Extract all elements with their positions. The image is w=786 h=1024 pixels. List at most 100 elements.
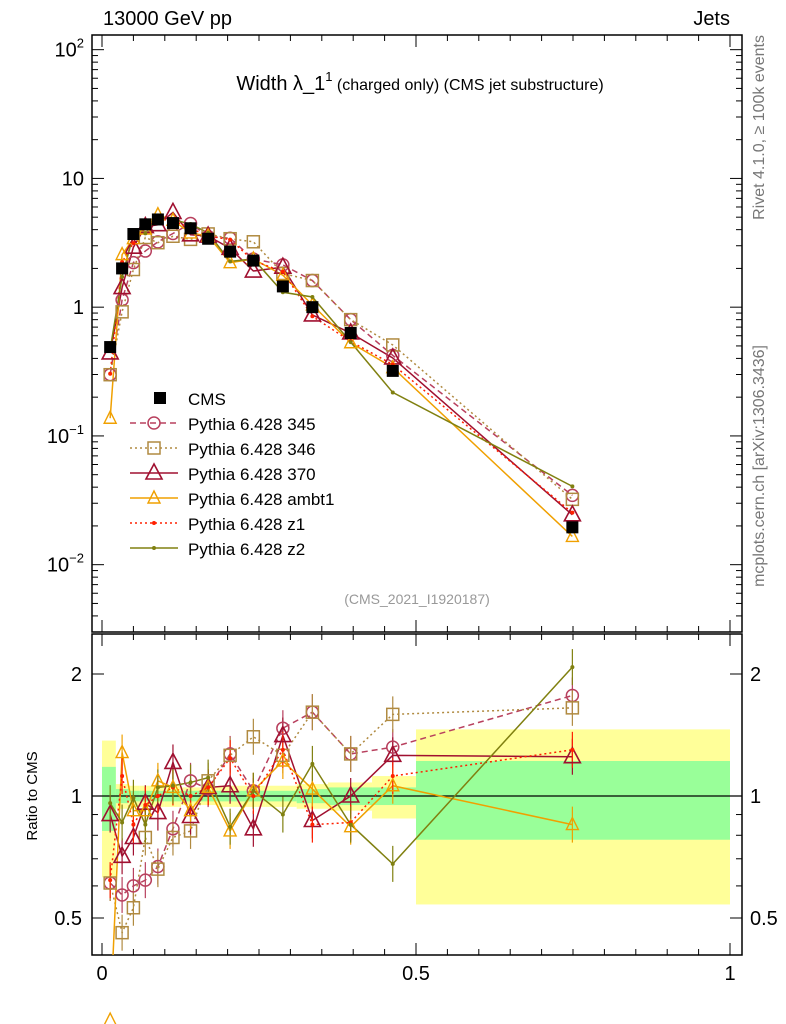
point-z2 xyxy=(390,390,395,395)
ratio-point-370 xyxy=(100,803,120,822)
ratio-point-370 xyxy=(341,785,361,803)
ratio-point-ambt1 xyxy=(200,778,216,794)
point-346 xyxy=(386,338,400,352)
ratio-y-tick-label: 1 xyxy=(71,786,82,808)
legend-label-370: Pythia 6.428 370 xyxy=(188,465,316,484)
point-370 xyxy=(303,304,322,322)
ratio-frame xyxy=(91,633,743,956)
ratio-y-label: Ratio to CMS xyxy=(24,751,41,840)
series-line-346 xyxy=(109,233,573,500)
y-tick-label: 10 xyxy=(62,168,84,190)
point-cms xyxy=(344,327,357,340)
ratio-point-346 xyxy=(166,830,180,845)
point-cms xyxy=(566,521,579,534)
ratio-point-z1 xyxy=(131,822,136,827)
ratio-point-z1 xyxy=(570,747,575,752)
ratio-point-z1 xyxy=(120,774,125,779)
point-cms xyxy=(224,245,237,258)
ratio-point-z2 xyxy=(348,822,353,827)
point-346 xyxy=(151,235,165,250)
point-z2 xyxy=(143,231,148,236)
ratio-point-345 xyxy=(386,740,400,754)
ratio-point-346 xyxy=(151,862,165,876)
ratio-y-tick-label: 2 xyxy=(71,664,82,686)
rivet-label: Rivet 4.1.0, ≥ 100k events xyxy=(751,35,768,220)
series-line-z1 xyxy=(109,218,573,514)
point-z1 xyxy=(131,241,136,246)
point-z1 xyxy=(570,510,575,515)
ratio-point-z2 xyxy=(310,761,315,766)
point-346 xyxy=(223,231,237,246)
point-ambt1 xyxy=(222,254,238,269)
legend-label-346: Pythia 6.428 346 xyxy=(188,440,316,459)
chart-title: Width λ_11 (charged only) (CMS jet subst… xyxy=(236,69,603,95)
ratio-point-345 xyxy=(138,873,153,887)
ratio-point-z2 xyxy=(206,775,211,780)
point-z2 xyxy=(570,484,575,489)
legend-marker-z1 xyxy=(152,521,156,525)
ratio-point-z1 xyxy=(251,794,256,798)
legend-marker-ambt1 xyxy=(146,489,162,504)
ratio-point-370 xyxy=(148,801,168,820)
point-ambt1 xyxy=(565,527,580,543)
y-tick-label: 102 xyxy=(55,36,84,62)
ratio-point-z2 xyxy=(390,861,395,866)
point-345 xyxy=(151,235,165,249)
ratio-point-346 xyxy=(246,730,261,744)
ratio-point-z2 xyxy=(108,801,113,806)
point-370 xyxy=(112,276,132,295)
point-370 xyxy=(244,260,263,278)
point-ambt1 xyxy=(114,246,130,261)
ratio-y-tick-label-right: 1 xyxy=(750,786,761,808)
ratio-point-370 xyxy=(124,826,143,845)
main-series xyxy=(109,211,573,537)
point-ambt1 xyxy=(103,409,118,424)
ratio-point-z1 xyxy=(206,785,211,790)
ratio-point-ambt1 xyxy=(385,777,400,792)
ratio-point-z1 xyxy=(390,774,395,779)
ratio-point-ambt1 xyxy=(165,778,181,794)
point-z1 xyxy=(280,269,285,274)
ratio-line-z1 xyxy=(109,748,573,881)
ratio-point-ambt1 xyxy=(222,822,238,837)
ratio-point-z1 xyxy=(310,822,315,827)
ratio-point-345 xyxy=(115,888,129,902)
series-line-370 xyxy=(109,211,573,516)
ratio-point-370 xyxy=(244,818,263,836)
ratio-point-ambt1 xyxy=(275,752,290,767)
ratio-point-z1 xyxy=(143,803,148,808)
point-346 xyxy=(103,367,117,382)
point-370 xyxy=(563,504,582,522)
ratio-point-z1 xyxy=(188,794,193,798)
point-345 xyxy=(138,244,153,258)
point-z2 xyxy=(310,294,315,299)
ratio-point-z1 xyxy=(228,756,233,761)
legend-marker-z2 xyxy=(152,546,156,550)
point-cms xyxy=(276,280,289,293)
header-right: Jets xyxy=(693,8,730,30)
point-ambt1 xyxy=(343,334,358,349)
point-cms xyxy=(306,301,319,314)
ratio-point-z2 xyxy=(170,783,175,788)
ratio-point-z1 xyxy=(280,747,285,752)
ratio-point-z2 xyxy=(570,665,575,670)
ratio-point-346 xyxy=(126,900,141,915)
ratio-point-z2 xyxy=(155,785,160,790)
point-346 xyxy=(246,235,261,249)
point-346 xyxy=(166,229,180,244)
ratio-point-346 xyxy=(386,707,400,722)
legend-marker-cms xyxy=(154,392,166,404)
ratio-point-345 xyxy=(166,822,180,836)
point-cms xyxy=(166,217,179,230)
ratio-point-370 xyxy=(220,775,240,793)
ratio-point-z2 xyxy=(120,820,125,825)
mcplots-label: mcplots.cern.ch [arXiv:1306.3436] xyxy=(751,345,768,587)
ratio-point-346 xyxy=(565,701,580,715)
legend-marker-345 xyxy=(147,416,161,430)
legend-label-cms: CMS xyxy=(188,390,226,409)
point-z2 xyxy=(228,259,233,264)
x-tick-label: 0.5 xyxy=(402,963,430,985)
ratio-point-ambt1 xyxy=(565,816,580,831)
x-tick-label: 0 xyxy=(96,963,107,985)
